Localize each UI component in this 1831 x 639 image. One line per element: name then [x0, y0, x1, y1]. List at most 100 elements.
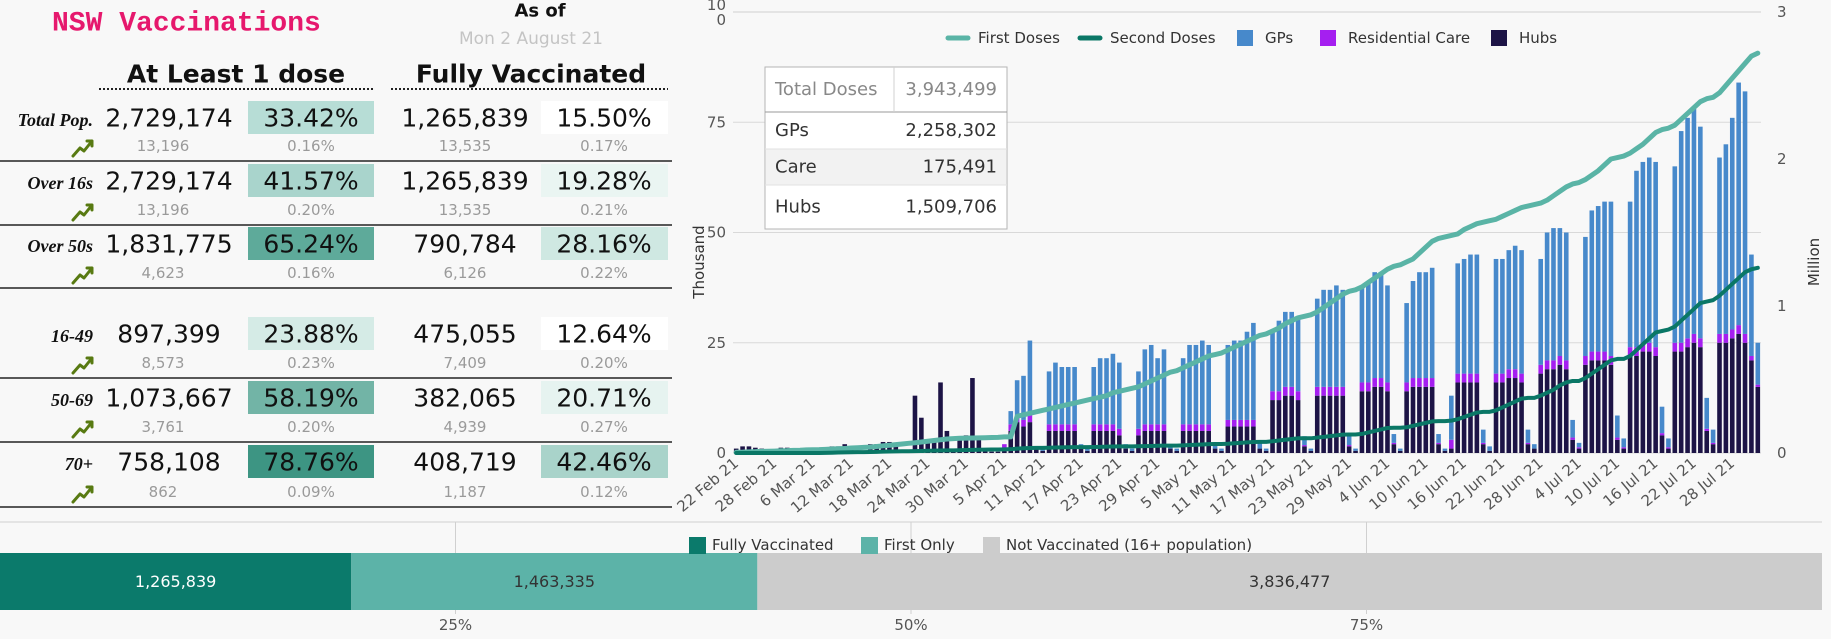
bar-segment [1538, 364, 1544, 374]
bar-segment [1219, 448, 1224, 451]
row-label: 50-69 [51, 390, 93, 410]
bar-segment [1500, 258, 1505, 374]
bar-segment [1161, 424, 1167, 431]
bar-segment [1653, 355, 1658, 453]
bar-segment [1417, 386, 1422, 453]
bar-segment [1595, 360, 1601, 453]
bar-segment [1372, 386, 1378, 453]
bar-segment [1455, 263, 1461, 374]
bar-segment [1544, 232, 1550, 361]
bar-segment [1136, 435, 1141, 453]
bar-segment [1289, 311, 1294, 387]
pct-cell [248, 164, 374, 197]
dose1-percent: 58.19% [263, 384, 358, 413]
bar-segment [1231, 340, 1237, 420]
bar-segment [1570, 437, 1575, 440]
full-change: 7,409 [444, 354, 487, 372]
full-percent-change: 0.12% [580, 483, 628, 501]
bar-segment [1053, 424, 1058, 431]
bar-segment [1423, 272, 1429, 379]
legend-swatch [1320, 30, 1336, 46]
bar-segment [1244, 426, 1250, 453]
row-label: 70+ [65, 454, 93, 474]
bar-segment [1378, 386, 1384, 453]
summary-label: Total Doses [774, 79, 877, 100]
bar-segment [1436, 434, 1441, 443]
bar-segment [1742, 342, 1748, 453]
bar-segment [1097, 424, 1103, 431]
dashboard-title: NSW Vaccinations [52, 9, 321, 40]
bar-segment [1193, 430, 1199, 453]
bar-segment [1391, 444, 1397, 453]
bar-segment [1314, 298, 1320, 387]
value-label: 1,265,839 [135, 572, 216, 591]
bar-segment [1557, 364, 1563, 453]
bar-segment [1327, 386, 1333, 396]
trend-icon [71, 266, 94, 285]
bar-segment [1506, 369, 1512, 379]
dose1-count: 897,399 [117, 320, 220, 349]
bar-segment [976, 439, 982, 453]
bar-segment [1014, 422, 1020, 453]
bar-segment [1455, 373, 1461, 383]
bar-segment [1685, 338, 1690, 348]
bar-segment [1640, 161, 1646, 343]
bar-segment [1410, 378, 1416, 387]
row-label: Over 50s [28, 236, 94, 256]
full-percent: 28.16% [556, 230, 651, 259]
bar-segment [1755, 386, 1761, 453]
bar-segment [1308, 450, 1314, 453]
bar-segment [1563, 360, 1569, 370]
bar-segment [1085, 448, 1090, 451]
full-percent-change: 0.21% [580, 201, 628, 219]
bar-segment [1678, 351, 1684, 453]
bar-segment [1736, 82, 1741, 326]
bar-segment [1225, 344, 1231, 420]
bar-segment [1276, 320, 1282, 392]
bar-segment [1340, 395, 1346, 453]
bar-segment [1116, 362, 1122, 429]
summary-value: 2,258,302 [905, 120, 997, 141]
bar-segment [1187, 430, 1192, 453]
bar-segment [1410, 281, 1416, 379]
bar-segment [1359, 391, 1365, 453]
bar-segment [1161, 349, 1167, 425]
trend-icon [71, 485, 94, 504]
summary-box [764, 66, 1008, 230]
bar-segment [1544, 360, 1550, 370]
pct-cell [248, 227, 374, 260]
bar-segment [1691, 109, 1697, 334]
bar-segment [1168, 448, 1173, 453]
bar-segment [1391, 442, 1397, 445]
bar-segment [1563, 369, 1569, 453]
row-label: Total Pop. [18, 110, 93, 130]
bar-segment [1519, 373, 1524, 383]
pct-cell [248, 317, 374, 350]
x-tick-label: 25% [439, 616, 472, 634]
legend-label: Second Doses [1110, 29, 1216, 47]
line-series [733, 50, 1761, 455]
bar-segment [1429, 267, 1435, 379]
bar-segment [1359, 285, 1365, 383]
bar-segment [1423, 386, 1429, 453]
bar-segment [1678, 131, 1684, 343]
bar-segment [1270, 329, 1275, 392]
full-percent: 12.64% [556, 320, 651, 349]
bar-segment [1078, 448, 1084, 453]
bar-segment [1321, 386, 1326, 396]
bar-segment [1506, 378, 1512, 453]
bar-segment [1589, 360, 1595, 453]
bar-segment [1116, 428, 1122, 436]
bar-segment [1551, 360, 1556, 370]
dose1-percent-change: 0.20% [287, 201, 335, 219]
bar-segment [1021, 375, 1026, 420]
bar-segment [1583, 364, 1588, 453]
bar-segment [1621, 448, 1627, 453]
dose1-percent-change: 0.23% [287, 354, 335, 372]
bar-segment [1091, 424, 1097, 431]
bar-segment [1174, 448, 1180, 451]
bar-segment [1493, 258, 1499, 374]
row-label: Over 16s [28, 173, 94, 193]
bar-segment [1646, 342, 1652, 352]
dose1-percent-change: 0.16% [287, 137, 335, 155]
